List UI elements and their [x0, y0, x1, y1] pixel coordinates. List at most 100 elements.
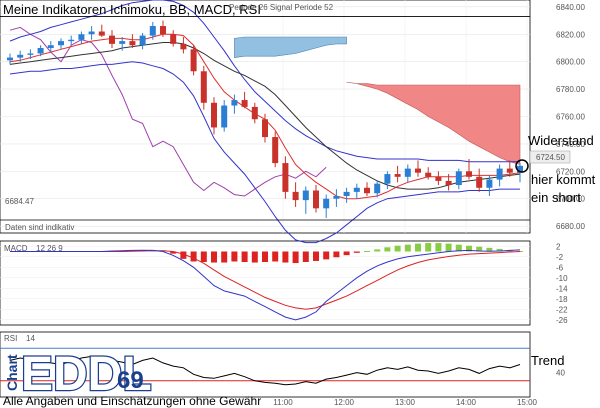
macd-histogram-bar	[476, 246, 483, 252]
macd-y-axis: 2 -2-6 -10-14 -18-22 -26	[556, 242, 568, 325]
macd-histogram-bar	[282, 251, 289, 263]
ichimoku-cloud	[234, 36, 521, 165]
kijun-sen-line	[9, 42, 521, 190]
y-tick-label: 6800.00	[556, 58, 585, 67]
logo-chart-text: Chart	[4, 354, 20, 391]
candle-body	[333, 195, 340, 199]
x-tick-label: 15:00	[517, 398, 538, 407]
macd-histogram-bar	[486, 247, 493, 252]
candle-body	[47, 45, 54, 48]
candle-body	[353, 187, 360, 192]
macd-histogram-bar	[496, 248, 503, 252]
candle-body	[466, 171, 472, 177]
status-text: Daten sind indikativ	[5, 223, 74, 232]
macd-histogram-bar	[415, 243, 421, 252]
candle-body	[27, 53, 34, 55]
rsi-label: RSI	[4, 334, 17, 343]
y-tick-label: 6760.00	[556, 113, 585, 122]
y-tick-label: 6680.00	[556, 222, 585, 231]
last-price-box	[529, 150, 571, 164]
candle-body	[129, 41, 136, 46]
y-tick-label: 6700.00	[556, 195, 585, 204]
macd-histogram-bar	[190, 251, 197, 262]
macd-grid	[0, 245, 530, 321]
y-tick-label: -22	[556, 305, 568, 314]
annotation-circle	[515, 159, 529, 173]
macd-histogram-bar	[425, 243, 432, 252]
candle-body	[343, 191, 350, 196]
y-tick-label: 40	[556, 369, 565, 378]
macd-histogram-bar	[323, 251, 330, 260]
candle-body	[292, 191, 299, 201]
macd-histogram-bar	[445, 243, 452, 252]
macd-histogram-bar	[272, 251, 279, 262]
y-tick-label: -6	[556, 263, 564, 272]
annotation-trend: Trend	[531, 353, 564, 368]
disclaimer: Alle Angaben und Einschätzungen ohne Gew…	[3, 394, 261, 408]
last-price-label: 6724.50	[536, 153, 565, 162]
candle-body	[302, 190, 309, 201]
candle-body	[506, 168, 513, 173]
rsi-y-axis: 40	[556, 369, 565, 378]
macd-histogram-bar	[200, 251, 207, 262]
candle-body	[37, 47, 44, 54]
candle-body	[496, 168, 503, 180]
macd-histogram-bar	[455, 244, 462, 252]
low-value-label: 6684.47	[5, 197, 34, 206]
chikou-span-line	[9, 26, 327, 197]
candle-body	[160, 26, 166, 35]
annotation-resistance: Widerstand	[528, 133, 594, 148]
y-tick-label: 6740.00	[556, 140, 585, 149]
macd-histogram-bar	[231, 251, 238, 262]
indicator-lines	[9, 0, 521, 244]
candle-body	[262, 119, 268, 138]
annotation-short-1: hier kommt	[531, 172, 596, 187]
candle-body	[170, 34, 177, 44]
y-tick-label: 6820.00	[556, 30, 585, 39]
x-tick-label: 14:00	[456, 398, 477, 407]
candle-body	[384, 174, 391, 184]
y-tick-label: 2	[556, 242, 561, 251]
rsi-series	[9, 355, 521, 386]
macd-histogram-bar	[517, 250, 523, 252]
y-tick-label: -26	[556, 316, 568, 325]
macd-line	[10, 249, 521, 321]
macd-histogram-bar	[211, 251, 217, 263]
main-y-axis: 6840.00 6820.00 6800.00 6780.00 6760.00 6740.…	[556, 3, 585, 231]
candle-body	[109, 35, 115, 44]
macd-lines	[10, 249, 521, 321]
macd-histogram-bar	[394, 245, 401, 252]
candle-body	[517, 165, 523, 173]
logo-main-text: EDDL	[21, 348, 152, 401]
macd-histogram-bar	[170, 251, 177, 254]
candle-body	[211, 102, 217, 128]
x-tick-label: 11:00	[273, 398, 293, 407]
macd-histogram-bar	[241, 251, 248, 262]
candle-body	[180, 43, 187, 50]
candle-body	[17, 54, 24, 58]
macd-params: 12 26 9	[36, 244, 63, 253]
macd-histogram-bar	[384, 247, 391, 252]
candle-body	[313, 190, 319, 209]
candle-body	[486, 179, 493, 188]
candle-body	[445, 180, 452, 186]
candle-body	[98, 31, 105, 36]
macd-histogram-bar	[251, 251, 258, 263]
chart-title: Meine Indikatoren Ichimoku, BB, MACD, RS…	[3, 2, 261, 17]
candle-body	[476, 176, 483, 188]
candle-body	[231, 100, 238, 106]
candle-body	[119, 41, 126, 44]
candle-body	[272, 137, 279, 164]
macd-histogram-bar	[374, 249, 381, 252]
candle-body	[68, 39, 75, 42]
y-tick-label: 6840.00	[556, 3, 585, 12]
macd-histogram-bar	[435, 243, 442, 252]
macd-histogram-bar	[313, 251, 319, 261]
candle-body	[425, 172, 432, 177]
candle-body	[415, 168, 421, 173]
candle-body	[190, 49, 197, 72]
macd-histogram-bar	[302, 251, 309, 262]
candle-body	[282, 163, 289, 192]
y-tick-label: -18	[556, 295, 568, 304]
candle-body	[374, 183, 381, 194]
